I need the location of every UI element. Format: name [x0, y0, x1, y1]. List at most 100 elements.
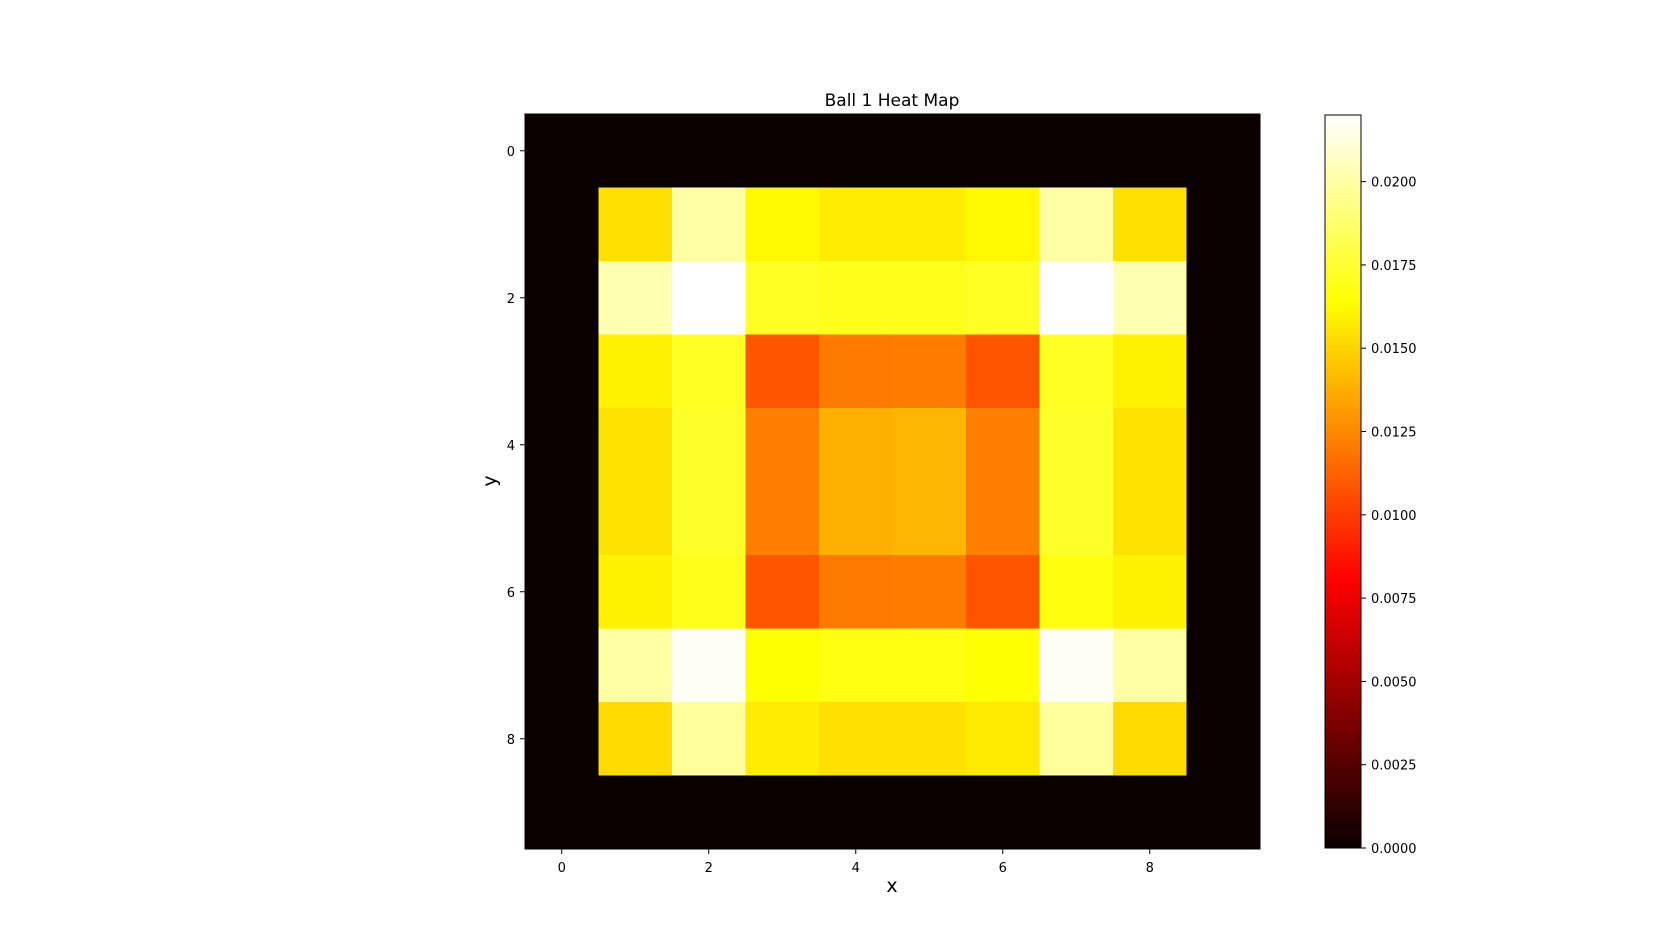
- heatmap-cell: [1039, 702, 1114, 776]
- heatmap-cell: [598, 555, 673, 629]
- heatmap-cell: [598, 334, 673, 409]
- heatmap-cell: [525, 408, 599, 482]
- heatmap-cell: [1186, 114, 1261, 188]
- y-tick-label: 4: [507, 439, 515, 454]
- heatmap-cell: [1039, 261, 1114, 335]
- x-tick-label: 6: [999, 861, 1007, 876]
- heatmap-cell: [1186, 628, 1261, 703]
- colorbar-tick-label: 0.0125: [1371, 426, 1417, 441]
- heatmap-cell: [745, 481, 820, 556]
- colorbar: [1324, 114, 1362, 849]
- heatmap-cell: [1039, 628, 1114, 703]
- heatmap-cell: [1113, 481, 1187, 556]
- heatmap-cell: [819, 555, 893, 629]
- heatmap-cell: [672, 481, 746, 556]
- heatmap-cell: [745, 775, 820, 850]
- heatmap-cell: [672, 334, 746, 409]
- heatmap-cell: [598, 628, 673, 703]
- heatmap-cell: [966, 261, 1040, 335]
- heatmap-cell: [745, 408, 820, 482]
- heatmap-cell: [892, 555, 967, 629]
- heatmap-cell: [1186, 408, 1261, 482]
- heatmap-cells: [525, 114, 1261, 850]
- x-tick-label: 0: [558, 861, 566, 876]
- heatmap-cell: [672, 114, 746, 188]
- heatmap-cell: [1113, 261, 1187, 335]
- heatmap-cell: [1186, 261, 1261, 335]
- heatmap-cell: [598, 481, 673, 556]
- heatmap-cell: [672, 628, 746, 703]
- heatmap-cell: [892, 702, 967, 776]
- heatmap-cell: [598, 114, 673, 188]
- heatmap-cell: [745, 187, 820, 262]
- heatmap-cell: [966, 481, 1040, 556]
- heatmap-cell: [819, 187, 893, 262]
- colorbar-tick-label: 0.0175: [1371, 259, 1417, 274]
- heatmap-cell: [1113, 114, 1187, 188]
- heatmap-cell: [819, 775, 893, 850]
- heatmap-cell: [966, 702, 1040, 776]
- colorbar-tick-label: 0.0050: [1371, 675, 1417, 690]
- heatmap-cell: [1186, 775, 1261, 850]
- plot-frame: [524, 113, 1261, 850]
- heatmap-cell: [672, 187, 746, 262]
- heatmap-cell: [525, 114, 599, 188]
- heatmap-cell: [1113, 628, 1187, 703]
- heatmap-cell: [819, 114, 893, 188]
- heatmap-cell: [966, 408, 1040, 482]
- heatmap-cell: [892, 775, 967, 850]
- y-tick-label: 0: [507, 145, 515, 160]
- heatmap-cell: [525, 187, 599, 262]
- heatmap-cell: [745, 555, 820, 629]
- chart-title: Ball 1 Heat Map: [825, 91, 960, 111]
- heatmap-cell: [1186, 187, 1261, 262]
- heatmap-cell: [892, 261, 967, 335]
- heatmap-cell: [598, 702, 673, 776]
- heatmap-cell: [1113, 334, 1187, 409]
- heatmap-cell: [598, 408, 673, 482]
- heatmap-cell: [892, 481, 967, 556]
- heatmap-cell: [745, 261, 820, 335]
- x-tick-label: 8: [1146, 861, 1154, 876]
- heatmap-cell: [672, 702, 746, 776]
- heatmap-cell: [525, 775, 599, 850]
- heatmap-cell: [966, 555, 1040, 629]
- heatmap-cell: [966, 114, 1040, 188]
- heatmap-cell: [1039, 481, 1114, 556]
- heatmap-cell: [966, 187, 1040, 262]
- y-tick-label: 8: [507, 733, 515, 748]
- colorbar-tick-label: 0.0100: [1371, 509, 1417, 524]
- colorbar-tick-label: 0.0150: [1371, 342, 1417, 357]
- heatmap-cell: [1186, 334, 1261, 409]
- x-tick-label: 2: [705, 861, 713, 876]
- heatmap-cell: [892, 187, 967, 262]
- heatmap-cell: [966, 334, 1040, 409]
- heatmap-cell: [672, 261, 746, 335]
- heatmap-cell: [525, 628, 599, 703]
- heatmap-cell: [525, 555, 599, 629]
- colorbar-tick-label: 0.0025: [1371, 759, 1417, 774]
- heatmap-cell: [966, 628, 1040, 703]
- x-axis: 0 2 4 6 8: [558, 849, 1154, 876]
- heatmap-cell: [672, 555, 746, 629]
- heatmap-cell: [598, 775, 673, 850]
- colorbar-ticks: 0.0000 0.0025 0.0050 0.0075 0.0100 0.0125 0.01…: [1361, 176, 1417, 857]
- y-axis: 0 2 4 6 8: [507, 145, 525, 748]
- heatmap-cell: [745, 702, 820, 776]
- heatmap-cell: [598, 187, 673, 262]
- heatmap-cell: [525, 702, 599, 776]
- heatmap-cell: [672, 408, 746, 482]
- heatmap-cell: [1113, 187, 1187, 262]
- heatmap-cell: [819, 481, 893, 556]
- heatmap-cell: [1186, 555, 1261, 629]
- heatmap-cell: [892, 334, 967, 409]
- heatmap-cell: [525, 261, 599, 335]
- heatmap-cell: [1113, 408, 1187, 482]
- heatmap-cell: [1113, 555, 1187, 629]
- heatmap-cell: [892, 408, 967, 482]
- heatmap-cell: [598, 261, 673, 335]
- heatmap-cell: [525, 334, 599, 409]
- heatmap-cell: [1039, 187, 1114, 262]
- heatmap-cell: [1113, 702, 1187, 776]
- heatmap-cell: [819, 261, 893, 335]
